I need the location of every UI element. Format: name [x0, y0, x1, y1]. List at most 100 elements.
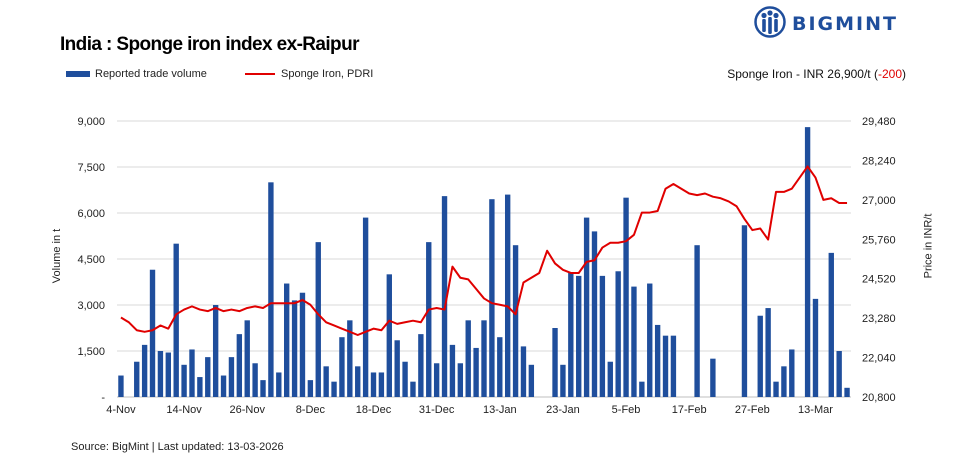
- price-line-group: [120, 165, 848, 336]
- volume-bar: [765, 308, 771, 397]
- volume-bar: [457, 363, 464, 397]
- volume-bar: [433, 363, 440, 397]
- volume-bar: [512, 245, 519, 397]
- volume-bar: [576, 275, 582, 397]
- volume-bar: [520, 346, 527, 397]
- volume-bar: [276, 372, 282, 397]
- volume-bar: [355, 366, 361, 397]
- volume-bar: [426, 242, 432, 397]
- volume-bar: [568, 272, 574, 397]
- legend-item-volume: Reported trade volume: [66, 68, 207, 80]
- axis-ticks: - 1,500 3,000 4,500 6,000 7,500 9,000 20,800 22,…: [77, 116, 895, 416]
- y-right-tick-label: 27,000: [862, 195, 896, 207]
- y-right-tick-label: 20,800: [862, 392, 896, 404]
- volume-bar: [812, 298, 819, 397]
- volume-bar: [252, 363, 258, 397]
- x-tick-label: 8-Dec: [296, 404, 326, 416]
- y-right-tick-label: 23,280: [862, 313, 896, 325]
- volume-bar: [654, 324, 661, 397]
- y-left-tick-label: 4,500: [77, 254, 105, 266]
- volume-bar: [299, 292, 306, 397]
- volume-bar: [268, 182, 274, 397]
- x-tick-label: 18-Dec: [356, 404, 392, 416]
- volume-bar: [591, 231, 598, 397]
- y-right-tick-label: 25,760: [862, 234, 896, 246]
- volume-bar: [165, 352, 171, 397]
- y-left-tick-label: -: [101, 392, 105, 404]
- volume-bar: [631, 286, 637, 397]
- volume-bar: [449, 344, 456, 397]
- volume-bar: [141, 344, 148, 397]
- volume-bar: [181, 364, 187, 397]
- volume-bar: [149, 269, 156, 397]
- volume-bar: [205, 357, 211, 397]
- volume-bar: [741, 225, 748, 397]
- volume-bar: [402, 361, 408, 397]
- volume-bar: [157, 351, 164, 397]
- y-left-tick-label: 1,500: [77, 346, 105, 358]
- x-tick-label: 31-Dec: [419, 404, 455, 416]
- volume-bar: [189, 349, 195, 397]
- volume-bar: [694, 245, 700, 397]
- legend-line-swatch: [245, 73, 275, 75]
- y-axis-right-title: Price in INR/t: [922, 213, 935, 279]
- source-note: Source: BigMint | Last updated: 13-03-20…: [71, 441, 284, 453]
- y-right-tick-label: 22,040: [862, 353, 896, 365]
- volume-bar: [773, 381, 779, 397]
- x-tick-label: 13-Jan: [483, 404, 517, 416]
- volume-bar: [623, 197, 629, 397]
- volume-bar: [441, 196, 448, 397]
- volume-bar: [473, 347, 479, 397]
- y-right-tick-label: 24,520: [862, 274, 896, 286]
- volume-bar: [647, 283, 653, 397]
- volume-bar: [497, 337, 503, 397]
- volume-bar: [410, 381, 416, 397]
- volume-bar: [583, 217, 590, 397]
- y-left-tick-label: 9,000: [77, 116, 105, 128]
- volume-bar: [489, 199, 495, 397]
- volume-bar: [528, 364, 535, 397]
- volume-bar: [291, 300, 298, 397]
- volume-bar: [370, 372, 377, 397]
- volume-bar: [331, 381, 337, 397]
- volume-bar: [284, 283, 290, 397]
- volume-bar: [836, 351, 842, 397]
- volume-bar: [394, 340, 400, 397]
- volume-bar: [804, 127, 811, 397]
- volume-bar: [118, 375, 124, 397]
- volume-bar: [552, 328, 558, 397]
- volume-bar: [599, 275, 606, 397]
- volume-bar: [670, 335, 677, 397]
- volume-bar: [362, 217, 369, 397]
- volume-bar: [465, 320, 471, 397]
- x-tick-label: 17-Feb: [672, 404, 707, 416]
- x-tick-label: 13-Mar: [798, 404, 833, 416]
- brand-name: BIGMINT: [792, 13, 898, 35]
- y-axis-left-title: Volume in t: [51, 228, 64, 284]
- volume-bar: [173, 243, 179, 397]
- volume-bar: [757, 315, 763, 397]
- price-line: [120, 165, 848, 336]
- volume-bar: [607, 361, 613, 397]
- volume-bar: [323, 366, 329, 397]
- legend-volume-label: Reported trade volume: [95, 68, 207, 80]
- price-note-prefix: Sponge Iron - INR 26,900/t (: [727, 67, 878, 81]
- price-note: Sponge Iron - INR 26,900/t (-200): [727, 67, 906, 81]
- volume-bar: [339, 337, 345, 397]
- x-tick-label: 5-Feb: [612, 404, 641, 416]
- volume-bar: [134, 361, 140, 397]
- bigmint-emblem-icon: [754, 6, 786, 38]
- y-left-tick-label: 7,500: [77, 162, 105, 174]
- x-tick-label: 27-Feb: [735, 404, 770, 416]
- volume-bar: [560, 364, 566, 397]
- volume-bars: [118, 127, 850, 397]
- y-right-tick-label: 29,480: [862, 116, 896, 128]
- volume-bar: [220, 375, 227, 397]
- legend-price-label: Sponge Iron, PDRI: [281, 68, 374, 80]
- legend-item-price: Sponge Iron, PDRI: [245, 68, 373, 80]
- volume-bar: [418, 334, 424, 397]
- bigmint-logo: BIGMINT: [754, 6, 914, 38]
- volume-bar: [378, 372, 385, 397]
- volume-bar: [236, 334, 243, 397]
- x-tick-label: 14-Nov: [166, 404, 202, 416]
